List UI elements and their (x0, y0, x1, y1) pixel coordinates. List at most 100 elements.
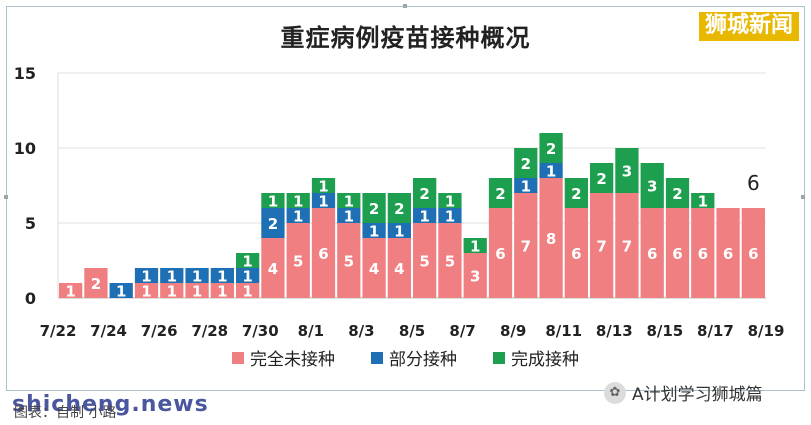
bar-segment (337, 223, 361, 298)
bar-data-label: 2 (495, 185, 505, 203)
bar-data-label: 3 (622, 163, 632, 181)
bar-data-label: 1 (65, 283, 75, 301)
brand-logo: 狮城新闻 (698, 12, 799, 41)
resize-handle-left[interactable] (4, 195, 8, 199)
bar-segment (387, 193, 411, 223)
bar-data-label: 1 (546, 163, 556, 181)
bar-segment (84, 268, 108, 298)
x-tick-label: 8/5 (399, 322, 425, 340)
bar-data-label: 1 (192, 268, 202, 286)
legend-label-partial: 部分接种 (389, 350, 457, 370)
bar-data-label: 2 (369, 200, 379, 218)
x-tick-label: 7/24 (90, 322, 127, 340)
bar-data-label: 1 (242, 253, 252, 271)
bar-data-label: 4 (268, 260, 278, 278)
resize-handle-right[interactable] (801, 195, 805, 199)
bar-data-label: 2 (571, 185, 581, 203)
bar-segment (691, 193, 715, 208)
bar-segment (463, 253, 487, 298)
x-tick-label: 7/26 (141, 322, 178, 340)
bar-data-label: 1 (192, 283, 202, 301)
bar-data-label: 1 (141, 268, 151, 286)
bar-segment (413, 223, 437, 298)
bar-data-label: 6 (672, 245, 682, 263)
legend-swatch-unvaccinated (232, 351, 244, 364)
bar-segment (665, 178, 690, 208)
bar-segment (160, 268, 184, 283)
legend-swatch-full (493, 351, 505, 364)
x-tick-label: 8/3 (348, 322, 374, 340)
bar-segment (109, 283, 133, 298)
bar-data-label: 2 (394, 200, 404, 218)
bar-data-label: 7 (622, 238, 632, 256)
bar-data-label: 1 (445, 193, 455, 211)
y-tick-label: 10 (14, 139, 36, 158)
legend-item-partial: 部分接种 (371, 345, 457, 370)
bar-segment (564, 208, 588, 298)
bar-segment (286, 223, 310, 298)
resize-handle-top[interactable] (403, 4, 407, 8)
bar-segment (615, 148, 639, 193)
legend: 完全未接种 部分接种 完成接种 (0, 345, 811, 370)
bar-data-label: 1 (470, 238, 480, 256)
bar-data-label: 5 (419, 253, 429, 271)
legend-label-unvaccinated: 完全未接种 (250, 350, 335, 370)
bar-data-label: 1 (445, 208, 455, 226)
bar-segment (564, 178, 588, 208)
bar-data-label: 6 (647, 245, 657, 263)
wechat-icon: ✿ (604, 381, 626, 404)
x-tick-label: 7/22 (40, 322, 77, 340)
x-tick-label: 8/13 (596, 322, 633, 340)
bar-segment (337, 193, 361, 208)
source-caption: 图表：自制 小路 (14, 405, 117, 421)
y-tick-label: 5 (25, 214, 36, 233)
bar-data-label: 1 (167, 283, 177, 301)
bar-data-label: 2 (268, 215, 278, 233)
watermark-account: ✿ A计划学习狮城篇 (604, 380, 763, 405)
bar-segment (640, 208, 664, 298)
bar-segment (539, 178, 563, 298)
bar-data-label: 1 (369, 223, 379, 241)
x-tick-label: 8/17 (697, 322, 734, 340)
bar-data-label: 6 (571, 245, 581, 263)
bar-data-label: 1 (344, 193, 354, 211)
x-tick-label: 8/15 (646, 322, 683, 340)
x-tick-label: 8/9 (500, 322, 526, 340)
bar-segment (590, 163, 614, 193)
watermark-site: shicheng.news (12, 392, 209, 417)
bar-segment (640, 163, 664, 208)
bar-segment (741, 208, 765, 298)
bar-segment (362, 238, 386, 298)
bar-segment (286, 208, 310, 223)
bar-data-label: 1 (344, 208, 354, 226)
bar-data-label: 1 (268, 193, 278, 211)
watermark-account-label: A计划学习狮城篇 (632, 385, 763, 405)
bar-data-label: 1 (318, 193, 328, 211)
bar-segment (210, 283, 234, 298)
chart-title: 重症病例疫苗接种概况 (280, 24, 531, 52)
bar-segment (514, 193, 538, 298)
bar-data-label: 1 (242, 268, 252, 286)
bar-data-label: 1 (698, 193, 708, 211)
bar-data-label: 1 (116, 283, 126, 301)
bar-data-label: 5 (293, 253, 303, 271)
bar-segment (463, 238, 487, 253)
bar-segment (514, 178, 538, 193)
bar-segment (413, 178, 437, 208)
legend-item-unvaccinated: 完全未接种 (232, 345, 335, 370)
bar-data-label: 4 (394, 260, 404, 278)
bar-segment (665, 208, 690, 298)
bar-segment (236, 268, 260, 283)
bar-segment (311, 208, 336, 298)
bar-data-label: 2 (521, 155, 531, 173)
bar-data-label: 1 (394, 223, 404, 241)
bar-segment (185, 283, 209, 298)
bar-data-label: 2 (672, 185, 682, 203)
bar-segment (539, 133, 563, 163)
bar-data-label: 7 (596, 238, 606, 256)
bar-data-label: 8 (546, 230, 556, 248)
y-tick-label: 15 (14, 64, 36, 83)
x-tick-label: 8/1 (298, 322, 324, 340)
